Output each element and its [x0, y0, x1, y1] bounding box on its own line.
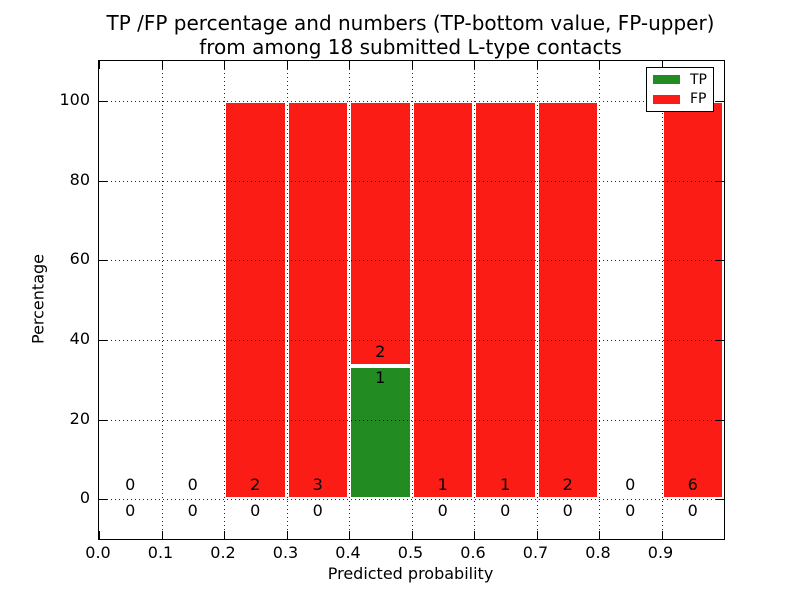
- x-tick-label: 0.6: [460, 543, 486, 562]
- legend-tp-swatch: [653, 75, 680, 85]
- x-tick-mark: [536, 531, 538, 539]
- fp-count-label: 2: [375, 342, 386, 362]
- x-tick-label: 0.5: [397, 543, 424, 562]
- y-tick-mark: [99, 180, 107, 182]
- x-tick-mark: [99, 61, 100, 69]
- y-tick-mark: [99, 499, 107, 501]
- tp-count-label: 1: [375, 368, 386, 388]
- fp-count-label: 3: [312, 475, 323, 495]
- y-tick-mark: [716, 499, 724, 501]
- bar-labels-layer: 0 0 0 0 2 0 3 0 2 1 1 0 1 0 2 0 0 0 6 0: [99, 61, 724, 539]
- x-tick-label: 0.2: [210, 543, 236, 562]
- legend: TP FP: [646, 67, 714, 112]
- tp-count-label: 0: [187, 501, 198, 521]
- fp-count-label: 6: [687, 475, 698, 495]
- legend-entry-tp: TP: [653, 70, 707, 90]
- fp-bar: [474, 100, 537, 500]
- x-tick-mark: [99, 531, 100, 539]
- x-tick-mark: [286, 531, 288, 539]
- x-tick-mark: [349, 61, 350, 69]
- y-tick-label: 100: [59, 89, 90, 109]
- x-tick-label: 0.8: [585, 543, 611, 562]
- x-gridline: [349, 61, 350, 539]
- tp-count-label: 0: [312, 501, 323, 521]
- x-gridline: [161, 61, 163, 539]
- fp-count-label: 0: [625, 475, 636, 495]
- x-tick-label: 0.1: [147, 543, 174, 562]
- y-tick-mark: [99, 419, 107, 421]
- y-tick-mark: [99, 260, 107, 262]
- x-tick-mark: [161, 531, 163, 539]
- x-gridline: [474, 61, 475, 539]
- legend-fp-swatch: [653, 94, 680, 104]
- x-tick-mark: [411, 531, 413, 539]
- x-gridline: [286, 61, 288, 539]
- chart-title: TP /FP percentage and numbers (TP-bottom…: [98, 11, 723, 59]
- fp-count-label: 2: [250, 475, 261, 495]
- y-tick-mark: [716, 419, 724, 421]
- y-tick-label: 0: [79, 488, 90, 508]
- fp-count-label: 2: [562, 475, 573, 495]
- x-gridline: [224, 61, 225, 539]
- bars-layer: [99, 61, 724, 539]
- tp-count-label: 0: [500, 501, 511, 521]
- x-axis-label: Predicted probability: [327, 564, 494, 583]
- tp-count-label: 0: [125, 501, 136, 521]
- x-gridline: [661, 61, 663, 539]
- x-gridline: [599, 61, 600, 539]
- x-tick-label: 0.4: [335, 543, 361, 562]
- x-tick-mark: [599, 61, 600, 69]
- plot-area: 0 0 0 0 2 0 3 0 2 1 1 0 1 0 2 0 0 0 6 0: [98, 60, 725, 540]
- y-tick-mark: [716, 100, 724, 102]
- x-gridline: [411, 61, 413, 539]
- chart-title-line1: TP /FP percentage and numbers (TP-bottom…: [106, 11, 715, 35]
- fp-bar: [349, 100, 412, 367]
- tp-count-label: 0: [250, 501, 261, 521]
- y-tick-mark: [99, 339, 107, 341]
- tp-count-label: 0: [562, 501, 573, 521]
- tp-count-label: 0: [437, 501, 448, 521]
- y-tick-mark: [716, 180, 724, 182]
- y-tick-label: 20: [69, 408, 90, 428]
- y-tick-label: 40: [69, 328, 90, 348]
- x-tick-mark: [474, 61, 475, 69]
- x-tick-mark: [161, 61, 163, 69]
- x-tick-mark: [661, 61, 663, 69]
- y-tick-mark: [716, 260, 724, 262]
- y-tick-label: 80: [69, 169, 90, 189]
- fp-count-label: 1: [437, 475, 448, 495]
- legend-entry-fp: FP: [653, 90, 707, 110]
- x-tick-mark: [224, 531, 225, 539]
- fp-count-label: 0: [125, 475, 136, 495]
- ticks-layer: [99, 61, 724, 539]
- tp-count-label: 0: [687, 501, 698, 521]
- fp-count-label: 1: [500, 475, 511, 495]
- x-tick-mark: [599, 531, 600, 539]
- x-tick-mark: [411, 61, 413, 69]
- legend-fp-label: FP: [690, 91, 707, 108]
- x-tick-mark: [474, 531, 475, 539]
- fp-count-label: 0: [187, 475, 198, 495]
- y-tick-mark: [99, 100, 107, 102]
- tp-count-label: 0: [625, 501, 636, 521]
- x-tick-mark: [661, 531, 663, 539]
- y-tick-mark: [716, 339, 724, 341]
- grid-layer: [99, 61, 724, 539]
- x-tick-label: 0.3: [272, 543, 299, 562]
- x-tick-mark: [349, 531, 350, 539]
- chart-title-line2: from among 18 submitted L-type contacts: [199, 35, 622, 59]
- x-tick-mark: [536, 61, 538, 69]
- y-tick-label: 60: [69, 249, 90, 269]
- x-tick-label: 0.0: [85, 543, 111, 562]
- x-tick-label: 0.7: [522, 543, 549, 562]
- x-tick-mark: [224, 61, 225, 69]
- x-tick-label: 0.9: [647, 543, 674, 562]
- x-tick-mark: [286, 61, 288, 69]
- legend-tp-label: TP: [690, 71, 707, 88]
- x-gridline: [536, 61, 538, 539]
